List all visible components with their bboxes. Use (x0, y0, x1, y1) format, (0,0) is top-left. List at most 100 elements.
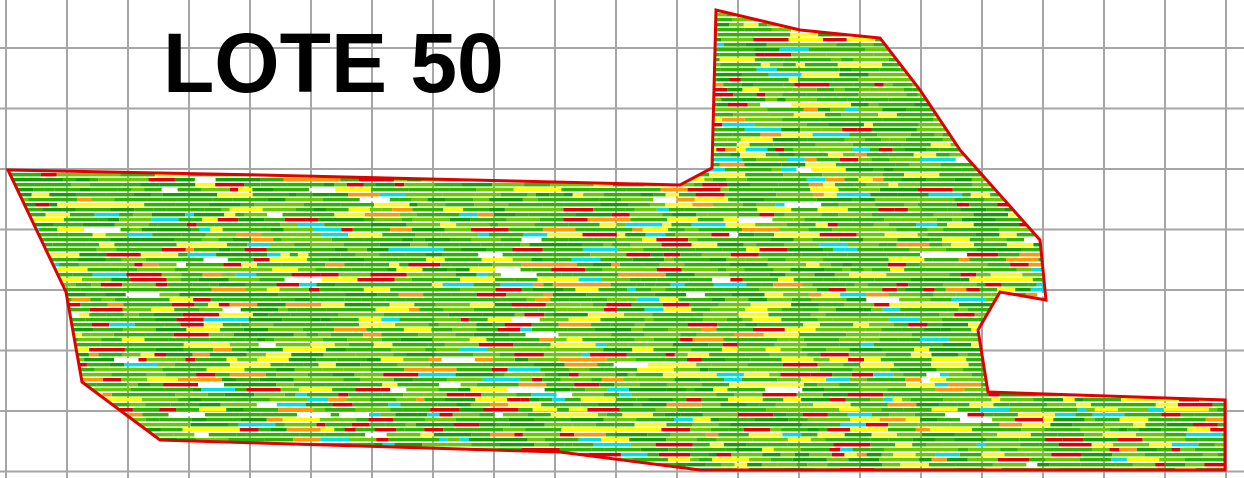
yield-pass (427, 368, 457, 372)
yield-pass (661, 243, 692, 247)
yield-pass (1044, 158, 1068, 162)
yield-pass (888, 58, 922, 62)
yield-pass (591, 378, 602, 382)
yield-pass (175, 393, 208, 397)
yield-pass (322, 113, 351, 117)
yield-pass (1130, 58, 1146, 62)
yield-pass (399, 213, 417, 217)
yield-pass (133, 43, 159, 47)
yield-pass (8, 208, 43, 212)
yield-pass (422, 443, 448, 447)
yield-pass (110, 208, 135, 212)
yield-pass (819, 233, 857, 237)
yield-pass (1075, 263, 1103, 267)
yield-pass (299, 433, 325, 437)
yield-pass (144, 188, 162, 192)
yield-pass (335, 363, 361, 367)
yield-pass (863, 268, 872, 272)
yield-pass (183, 343, 216, 347)
yield-pass (22, 98, 38, 102)
yield-pass (1111, 278, 1149, 282)
yield-pass (494, 303, 512, 307)
yield-pass (272, 268, 299, 272)
yield-pass (477, 213, 494, 217)
yield-pass (330, 333, 364, 337)
yield-pass (1063, 33, 1087, 37)
yield-pass (257, 263, 282, 267)
yield-pass (914, 103, 938, 107)
yield-pass (501, 153, 515, 157)
yield-pass (442, 253, 479, 257)
yield-pass (551, 268, 586, 272)
yield-pass (1136, 263, 1160, 267)
yield-pass (256, 228, 271, 232)
yield-pass (101, 103, 121, 107)
yield-pass (672, 343, 709, 347)
yield-pass (90, 133, 119, 137)
yield-pass (756, 158, 788, 162)
yield-pass (1126, 458, 1160, 462)
yield-pass (1230, 393, 1244, 396)
yield-pass (495, 423, 510, 427)
yield-pass (734, 393, 763, 397)
yield-pass (826, 348, 850, 352)
yield-pass (1063, 313, 1072, 317)
yield-pass (1225, 413, 1244, 416)
yield-pass (794, 153, 828, 157)
yield-pass (663, 253, 681, 257)
yield-pass (1067, 143, 1085, 147)
yield-pass (409, 203, 418, 207)
yield-pass (1035, 338, 1065, 342)
yield-pass (813, 403, 851, 407)
yield-pass (996, 248, 1022, 252)
yield-pass (8, 318, 16, 322)
yield-pass (425, 253, 443, 257)
yield-pass (23, 248, 47, 252)
yield-pass (1189, 63, 1223, 67)
yield-pass (804, 158, 817, 162)
yield-pass (772, 218, 794, 222)
yield-pass (542, 378, 561, 382)
yield-pass (802, 423, 818, 427)
yield-pass (1181, 38, 1199, 42)
yield-pass (970, 193, 991, 197)
yield-pass (1221, 433, 1225, 437)
yield-pass (980, 33, 1008, 37)
yield-pass (852, 148, 870, 152)
yield-pass (618, 128, 635, 132)
yield-pass (215, 438, 229, 442)
yield-pass (889, 378, 905, 382)
yield-pass (985, 298, 1002, 302)
yield-pass (683, 153, 701, 157)
yield-pass (95, 433, 126, 437)
yield-pass (622, 148, 650, 152)
yield-pass (957, 348, 983, 352)
yield-pass (155, 328, 187, 332)
yield-pass (630, 218, 668, 222)
yield-pass (1060, 53, 1071, 57)
yield-pass (61, 133, 91, 137)
yield-pass (819, 243, 848, 247)
yield-pass (974, 243, 1007, 247)
yield-pass (563, 88, 573, 92)
yield-pass (432, 338, 470, 342)
yield-pass (492, 323, 505, 327)
yield-pass (194, 433, 209, 437)
yield-pass (993, 103, 1031, 107)
yield-pass (253, 258, 270, 262)
yield-pass (182, 258, 204, 262)
yield-pass (766, 408, 789, 412)
yield-pass (43, 133, 61, 137)
yield-pass (910, 228, 928, 232)
yield-pass (1193, 33, 1210, 37)
yield-pass (1045, 353, 1058, 357)
yield-pass (843, 153, 855, 157)
yield-pass (94, 448, 133, 452)
yield-pass (965, 38, 977, 42)
yield-pass (340, 288, 364, 292)
yield-pass (574, 433, 606, 437)
yield-pass (783, 363, 818, 367)
yield-pass (1107, 363, 1131, 367)
yield-pass (58, 428, 88, 432)
yield-pass (148, 123, 181, 127)
